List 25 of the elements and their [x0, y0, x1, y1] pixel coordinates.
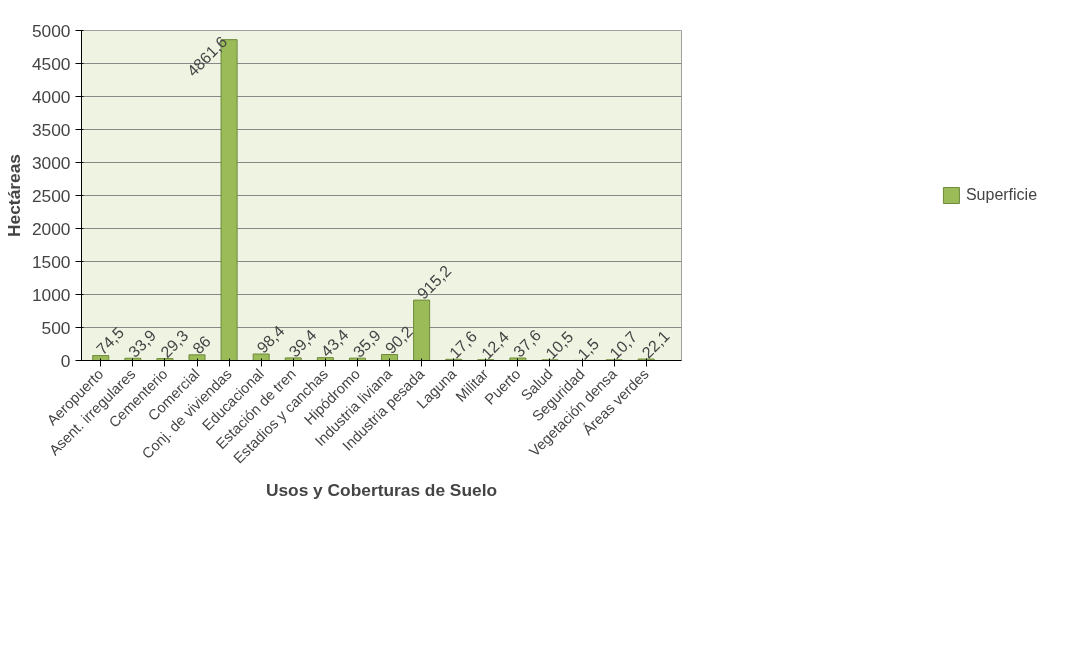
data-label: 33,9	[125, 326, 160, 361]
y-tick-label: 3500	[31, 119, 71, 140]
y-tick-label: 5000	[31, 20, 71, 41]
y-tick-label: 2500	[31, 185, 71, 206]
x-axis-title: Usos y Coberturas de Suelo	[265, 480, 498, 501]
data-label: 22,1	[638, 327, 673, 362]
data-label: 39,4	[285, 326, 320, 361]
y-tick-label: 1000	[31, 284, 71, 305]
data-label: 86	[189, 332, 215, 358]
y-tick-label: 1500	[31, 251, 71, 272]
y-tick-label: 4000	[31, 86, 71, 107]
data-label: 98,4	[253, 322, 288, 357]
y-tick-label: 3000	[31, 152, 71, 173]
data-label: 74,5	[93, 323, 128, 358]
y-tick-label: 2000	[31, 218, 71, 239]
data-label: 37,6	[510, 326, 545, 361]
data-label: 1,5	[574, 334, 603, 363]
data-label: 90,2	[381, 322, 416, 357]
y-tick-label: 0	[60, 350, 71, 371]
y-axis-title: Hectáreas	[3, 154, 24, 237]
y-tick-label: 500	[41, 317, 71, 338]
data-label: 35,9	[349, 326, 384, 361]
y-tick-label: 4500	[31, 53, 71, 74]
legend-label: Superficie	[965, 186, 1038, 204]
data-label: 43,4	[317, 325, 352, 360]
